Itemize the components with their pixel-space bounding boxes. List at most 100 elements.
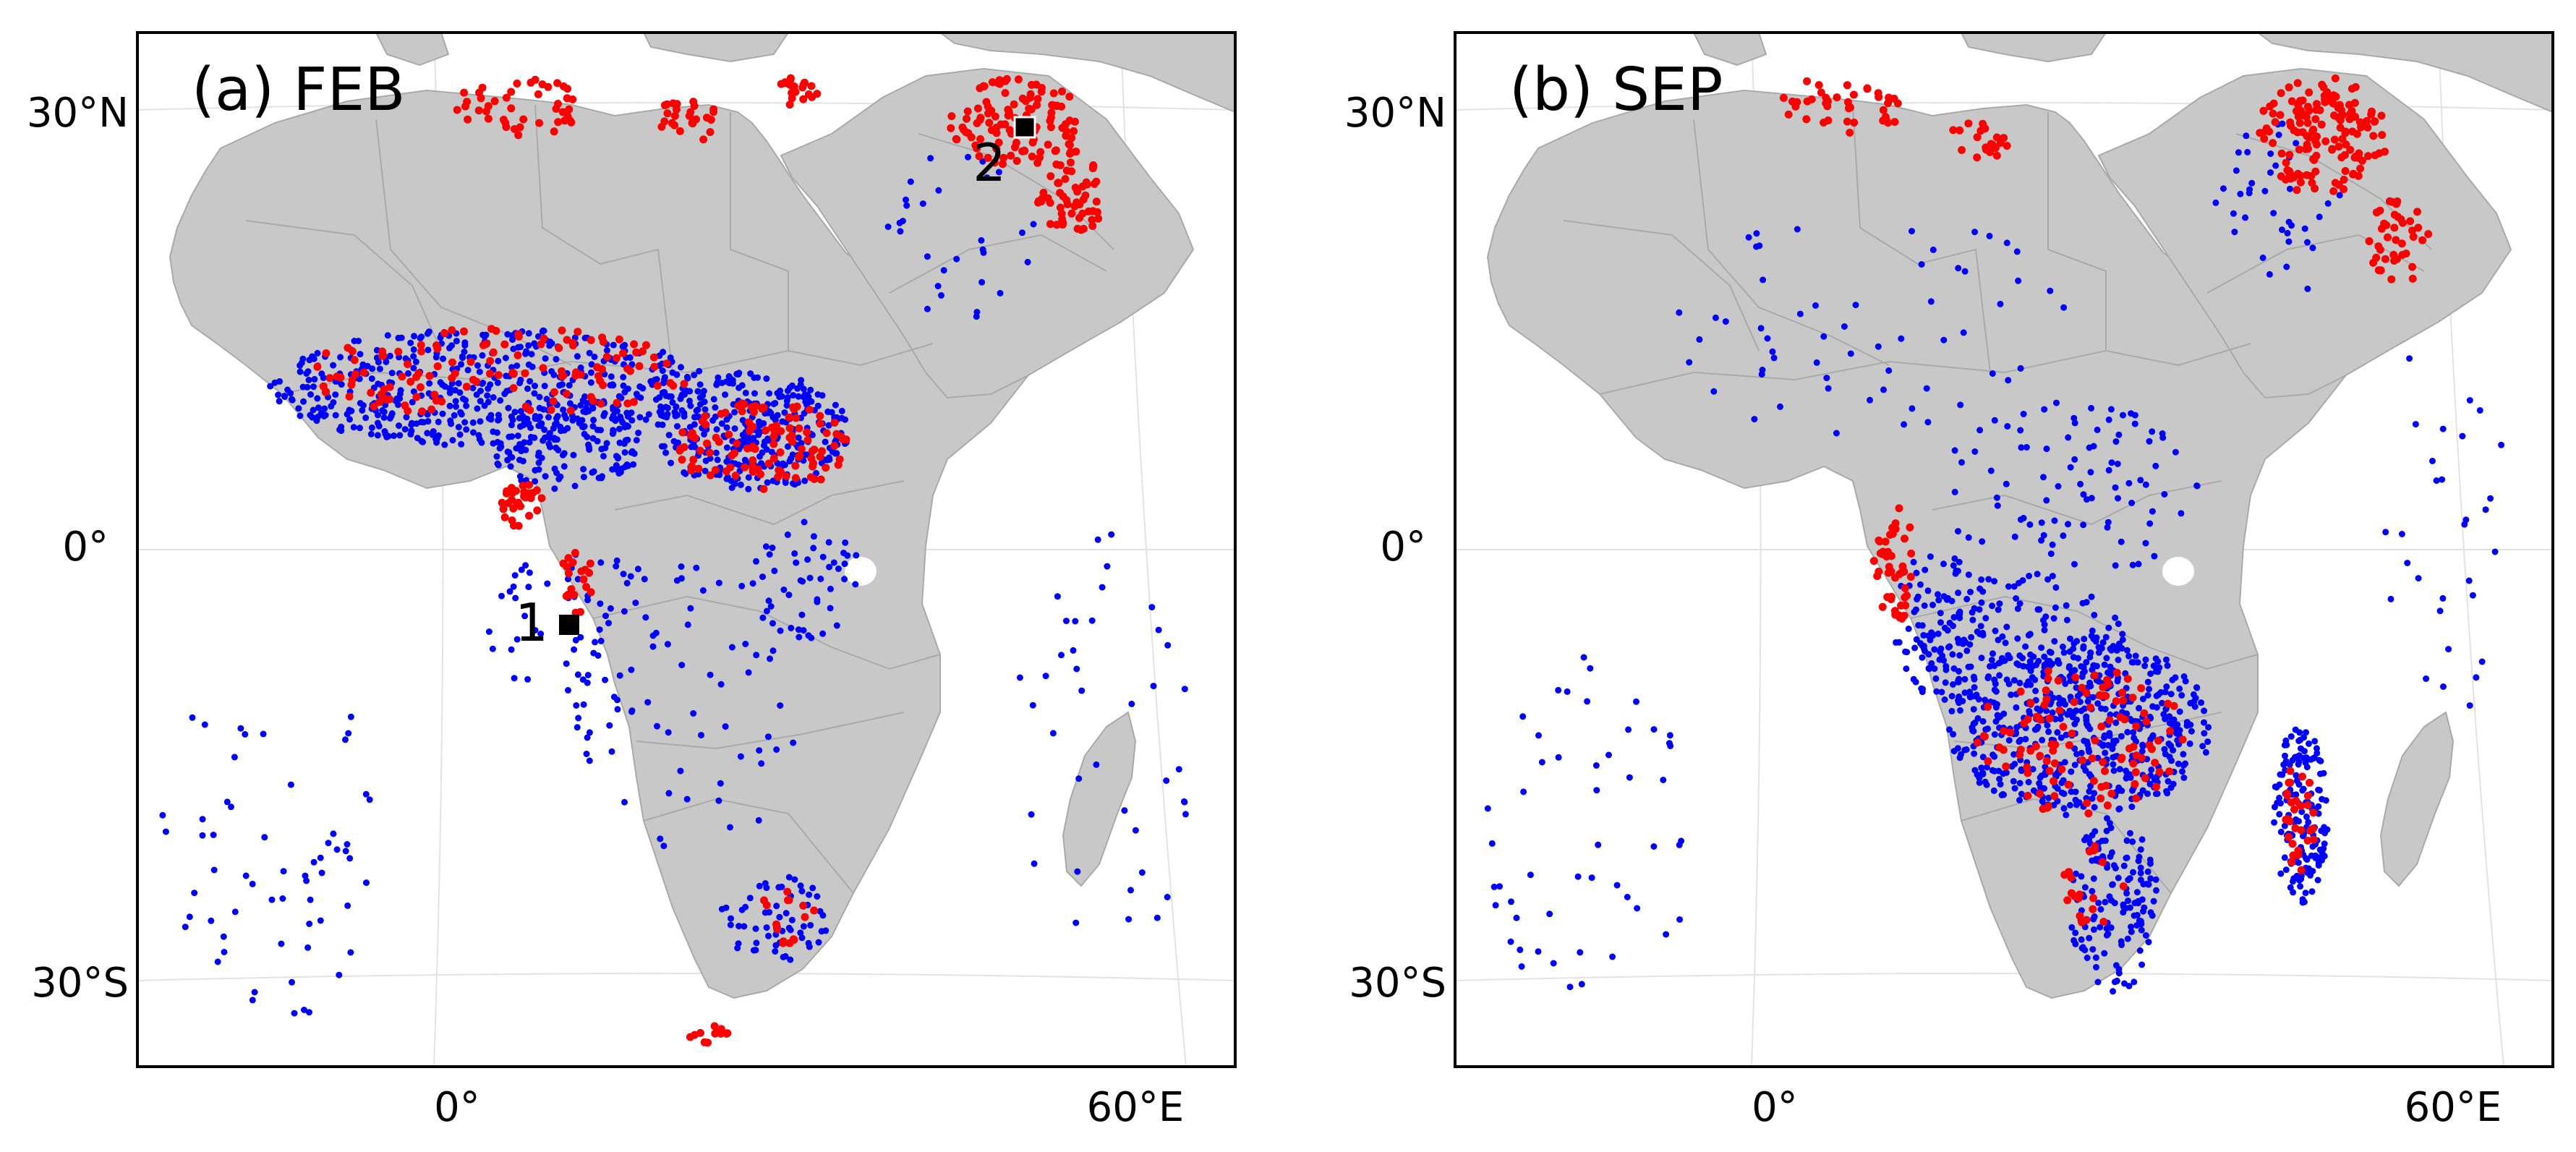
fire-point-blue <box>819 630 827 637</box>
fire-point-blue <box>369 365 376 372</box>
fire-point-blue <box>1959 698 1966 704</box>
fire-point-blue <box>813 469 819 477</box>
fire-point-blue <box>2423 675 2430 682</box>
fire-point-blue <box>514 432 521 440</box>
fire-point-red <box>1062 166 1071 175</box>
fire-point-blue <box>2138 836 2146 843</box>
fire-point-blue <box>2041 653 2048 660</box>
fire-point-red <box>569 341 577 350</box>
fire-point-blue <box>762 543 769 550</box>
fire-point-blue <box>669 398 676 406</box>
fire-point-blue <box>644 699 652 706</box>
fire-point-red <box>758 404 767 413</box>
fire-point-blue <box>565 576 571 583</box>
fire-point-red <box>412 393 421 401</box>
fire-point-blue <box>649 632 657 639</box>
fire-point-red <box>639 347 647 356</box>
fire-point-blue <box>2465 577 2473 584</box>
fire-point-blue <box>310 383 317 391</box>
fire-point-red <box>2091 842 2099 850</box>
fire-point-blue <box>806 891 813 898</box>
fire-point-blue <box>822 927 829 934</box>
fire-point-blue <box>2142 932 2149 939</box>
fire-point-blue <box>2043 707 2050 714</box>
fire-point-blue <box>766 390 773 397</box>
fire-point-red <box>2297 866 2306 874</box>
fire-point-blue <box>506 449 513 456</box>
fire-point-blue <box>535 466 542 473</box>
fire-point-blue <box>453 338 460 345</box>
fire-point-blue <box>2115 620 2122 628</box>
fire-point-blue <box>2063 811 2070 819</box>
fire-point-blue <box>1163 777 1170 784</box>
fire-point-red <box>670 111 679 120</box>
fire-point-blue <box>1955 265 1962 272</box>
fire-point-blue <box>525 361 532 368</box>
fire-point-blue <box>2145 939 2152 946</box>
fire-point-red <box>2378 131 2387 140</box>
fire-point-blue <box>1625 726 1632 733</box>
fire-point-red <box>1999 746 2008 754</box>
fire-point-blue <box>2473 674 2480 681</box>
fire-point-blue <box>677 767 684 775</box>
fire-point-red <box>2055 706 2064 714</box>
fire-point-blue <box>571 482 579 490</box>
fire-point-blue <box>737 481 744 488</box>
fire-point-red <box>1044 140 1052 149</box>
fire-point-blue <box>602 613 609 620</box>
fire-point-red <box>1001 89 1010 98</box>
fire-point-blue <box>439 381 446 388</box>
fire-point-blue <box>2104 524 2111 531</box>
fire-point-red <box>2365 237 2374 245</box>
fire-point-blue <box>1949 651 1956 658</box>
fire-point-blue <box>1911 644 1919 652</box>
fire-point-red <box>994 138 1003 147</box>
fire-point-blue <box>2005 680 2013 688</box>
fire-point-blue <box>2006 654 2013 662</box>
fire-point-blue <box>539 437 547 444</box>
fire-point-red <box>494 371 503 380</box>
fire-point-blue <box>2277 771 2284 778</box>
fire-point-blue <box>591 354 598 360</box>
fire-point-blue <box>242 730 249 738</box>
fire-point-blue <box>657 408 665 415</box>
fire-point-blue <box>903 196 909 203</box>
fire-point-red <box>705 448 714 457</box>
fire-point-blue <box>616 672 623 679</box>
fire-point-blue <box>2051 638 2058 645</box>
fire-point-blue <box>756 882 763 889</box>
fire-point-blue <box>610 694 618 701</box>
fire-point-blue <box>2404 560 2411 566</box>
fire-point-blue <box>694 388 701 395</box>
fire-point-blue <box>2055 694 2063 701</box>
fire-point-blue <box>731 409 738 416</box>
fire-point-blue <box>1153 914 1161 921</box>
fire-point-red <box>660 101 669 109</box>
fire-point-red <box>762 426 770 435</box>
fire-point-red <box>416 383 425 391</box>
fire-point-red <box>2116 713 2125 722</box>
fire-point-blue <box>2439 425 2447 432</box>
fire-point-blue <box>2050 615 2057 622</box>
fire-point-red <box>1884 99 1893 108</box>
fire-point-red <box>2355 118 2364 127</box>
fire-point-blue <box>306 921 313 927</box>
fire-point-blue <box>767 655 773 662</box>
fire-point-red <box>1070 202 1079 210</box>
fire-point-blue <box>633 437 640 444</box>
fire-point-blue <box>765 932 772 939</box>
fire-point-blue <box>722 723 729 730</box>
fire-point-blue <box>1946 726 1953 733</box>
fire-point-blue <box>800 385 807 393</box>
fire-point-blue <box>461 342 469 349</box>
fire-point-blue <box>825 422 832 429</box>
fire-point-red <box>615 335 623 344</box>
fire-point-red <box>2089 905 2097 913</box>
fire-point-red <box>1046 114 1055 122</box>
fire-point-blue <box>311 375 318 383</box>
fire-point-blue <box>302 872 309 879</box>
fire-point-red <box>1084 207 1093 216</box>
fire-point-red <box>2291 824 2300 832</box>
fire-point-red <box>2032 712 2041 721</box>
fire-point-blue <box>1996 672 2003 679</box>
